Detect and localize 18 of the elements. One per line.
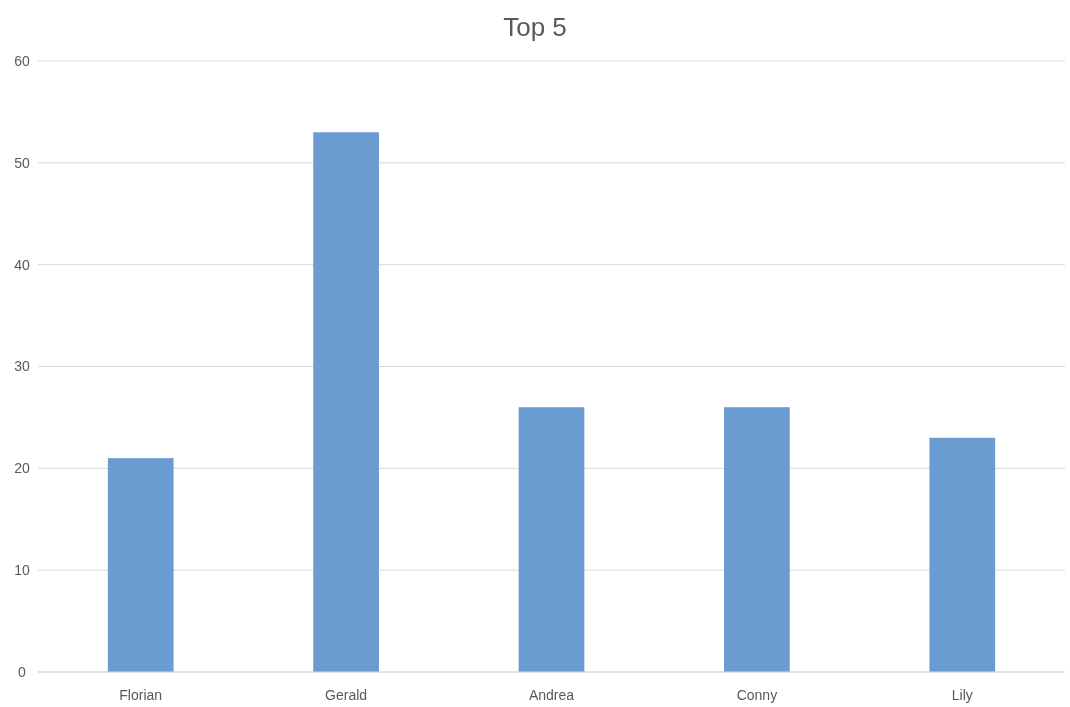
bar [313, 132, 379, 672]
y-tick-label: 0 [18, 663, 27, 680]
x-tick-label: Lily [951, 687, 973, 703]
y-tick-label: 20 [14, 460, 30, 477]
bar [929, 437, 996, 672]
y-tick-label: 50 [14, 154, 30, 171]
y-tick-label: 10 [14, 562, 30, 579]
chart-title: Top 5 [503, 12, 567, 42]
y-tick-label: 40 [14, 256, 30, 273]
bar [518, 407, 585, 672]
x-tick-label: Conny [736, 687, 778, 703]
y-tick-label: 30 [14, 358, 30, 375]
y-tick-label: 60 [14, 52, 30, 69]
bar [107, 458, 174, 672]
bar [724, 407, 790, 672]
x-tick-label: Andrea [528, 687, 575, 703]
x-tick-label: Gerald [325, 687, 368, 703]
x-tick-label: Florian [119, 687, 163, 703]
